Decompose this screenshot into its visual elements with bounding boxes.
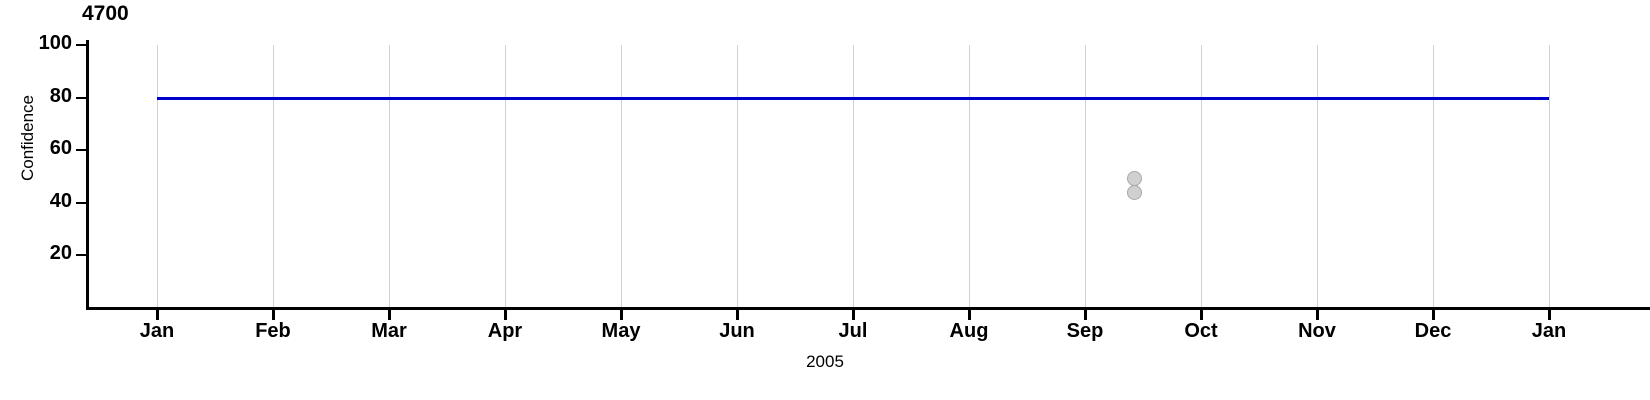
x-axis-tick-11	[1432, 310, 1435, 320]
x-axis-label-8: Sep	[1066, 320, 1104, 342]
y-axis-tick-1	[76, 201, 86, 204]
x-axis-tick-6	[852, 310, 855, 320]
gridline-sep-8	[1085, 45, 1086, 307]
gridline-aug-7	[969, 45, 970, 307]
gridline-jun-5	[737, 45, 738, 307]
x-axis-tick-12	[1548, 310, 1551, 320]
x-axis-tick-3	[504, 310, 507, 320]
y-axis-label-1: 40	[49, 189, 72, 212]
y-axis-label-2: 60	[49, 137, 72, 159]
gridline-feb-1	[273, 45, 274, 307]
x-axis-label-11: Dec	[1414, 320, 1452, 342]
x-axis-label-9: Oct	[1184, 320, 1218, 342]
gridline-jul-6	[853, 45, 854, 307]
y-axis-tick-3	[76, 96, 86, 99]
gridline-oct-9	[1201, 45, 1202, 307]
chart-title: 4700	[82, 2, 129, 25]
y-axis-label-0: 20	[49, 242, 72, 264]
x-axis-title: 2005	[806, 352, 844, 371]
x-axis-tick-10	[1316, 310, 1319, 320]
x-axis-label-6: Jul	[838, 320, 868, 342]
y-axis-tick-0	[76, 254, 86, 256]
y-axis-label-4: 100	[38, 32, 72, 54]
x-axis-label-1: Feb	[255, 320, 291, 342]
x-axis-label-10: Nov	[1298, 320, 1336, 342]
x-axis-label-0: Jan	[139, 320, 175, 342]
x-axis-tick-9	[1200, 310, 1203, 320]
gridline-may-4	[621, 45, 622, 307]
y-axis-label-3: 80	[49, 84, 72, 107]
gridline-dec-11	[1433, 45, 1434, 307]
series-line-threshold	[157, 96, 1549, 100]
x-axis-tick-0	[156, 310, 159, 320]
x-axis-tick-2	[388, 310, 391, 320]
x-axis-label-5: Jun	[719, 320, 755, 342]
y-axis-tick-2	[76, 149, 86, 151]
x-axis-tick-8	[1084, 310, 1087, 320]
gridline-jan-0	[157, 45, 158, 307]
x-axis-line	[86, 307, 1650, 310]
gridline-nov-10	[1317, 45, 1318, 307]
gridline-mar-2	[389, 45, 390, 307]
x-axis-tick-1	[272, 310, 275, 320]
x-axis-tick-5	[736, 310, 739, 320]
data-point-1[interactable]	[1126, 184, 1142, 200]
gridline-apr-3	[505, 45, 506, 307]
x-axis-label-2: Mar	[371, 320, 407, 342]
gridline-jan-12	[1549, 45, 1550, 307]
x-axis-label-7: Aug	[949, 320, 989, 342]
x-axis-label-12: Jan	[1531, 320, 1567, 342]
x-axis-tick-4	[620, 310, 623, 320]
x-axis-label-4: May	[601, 320, 641, 342]
y-axis-tick-4	[76, 44, 86, 46]
x-axis-label-3: Apr	[487, 320, 523, 342]
y-axis-line	[86, 40, 89, 310]
x-axis-tick-7	[968, 310, 971, 320]
